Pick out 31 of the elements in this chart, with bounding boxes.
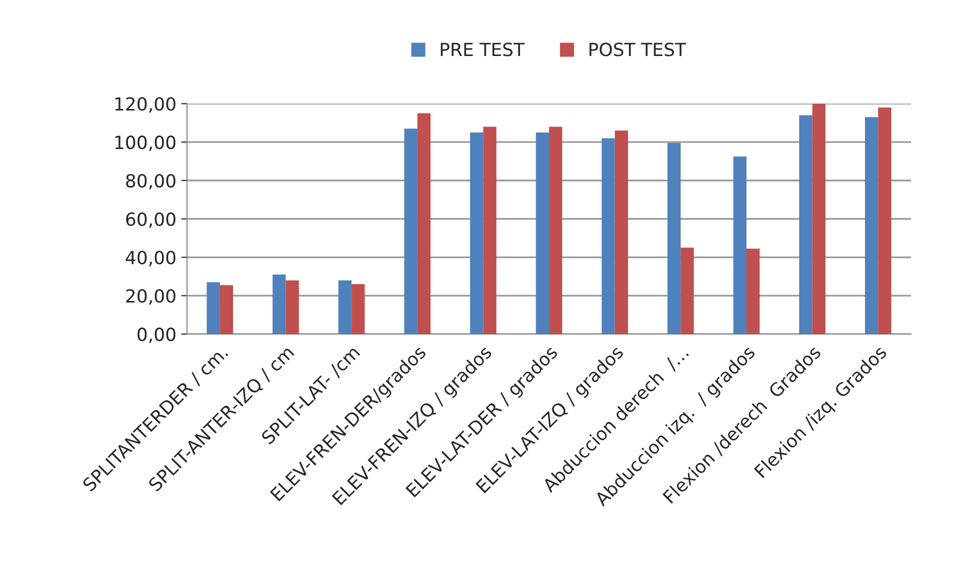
bar	[746, 248, 760, 334]
bar	[220, 285, 234, 334]
bar	[812, 104, 826, 334]
legend-label: POST TEST	[590, 42, 686, 56]
bar	[272, 274, 286, 334]
legend-label: PRE TEST	[440, 42, 525, 56]
bar	[470, 132, 484, 334]
bar	[864, 117, 878, 334]
y-tick-label: 80,00	[126, 174, 176, 190]
y-tick-label: 60,00	[126, 212, 176, 228]
bar	[733, 156, 746, 334]
y-tick-label: 100,00	[115, 136, 176, 152]
bar	[206, 282, 220, 334]
bar	[286, 280, 299, 334]
bar	[338, 280, 352, 334]
bar	[549, 126, 562, 334]
y-tick-label: 20,00	[126, 289, 176, 305]
bar	[602, 138, 615, 334]
bar	[417, 113, 431, 334]
y-tick-label: 0,00	[138, 328, 176, 344]
bar	[680, 248, 694, 334]
bar	[352, 284, 365, 334]
bar	[799, 115, 812, 334]
bar	[483, 126, 496, 334]
bar	[536, 132, 550, 334]
bar	[878, 108, 892, 334]
bar	[614, 130, 628, 334]
bar	[668, 143, 681, 334]
y-tick-label: 40,00	[126, 250, 176, 266]
y-tick-label: 120,00	[115, 97, 176, 113]
bar	[404, 128, 418, 334]
